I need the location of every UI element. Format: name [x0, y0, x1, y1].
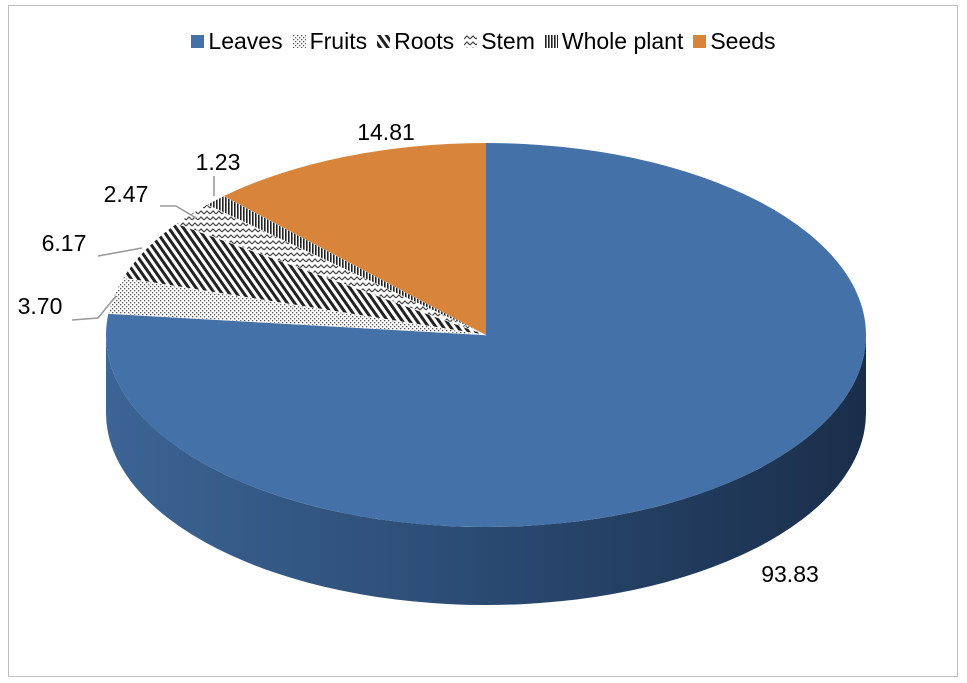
data-label-seeds: 14.81: [357, 119, 415, 145]
data-label-leaves: 93.83: [761, 561, 819, 587]
data-label-fruits: 3.70: [18, 293, 63, 319]
legend-item-fruits: Fruits: [292, 28, 368, 55]
data-label-stem: 2.47: [104, 181, 149, 207]
legend-swatch-seeds: [693, 35, 707, 48]
legend-swatch-whole-plant: [544, 35, 558, 48]
data-label-whole-plant: 1.23: [196, 149, 241, 175]
legend-swatch-leaves: [191, 35, 205, 48]
pie-side: [106, 335, 866, 605]
legend-item-seeds: Seeds: [693, 28, 776, 55]
pie-top: [106, 143, 867, 527]
leader-lines: [71, 176, 215, 321]
legend: Leaves Fruits Roots Stem Whole plant Seeds: [0, 28, 967, 55]
leader-line-fruits: [71, 295, 117, 321]
legend-label: Leaves: [208, 28, 283, 54]
pie-side-leaves: [106, 335, 866, 605]
data-labels: 93.83 3.70 6.17 2.47 1.23 14.81: [18, 119, 819, 587]
legend-swatch-stem: [464, 35, 478, 48]
legend-label: Fruits: [309, 28, 368, 54]
legend-label: Whole plant: [561, 28, 684, 54]
legend-swatch-roots: [377, 35, 391, 48]
pie-slice-seeds: [223, 143, 486, 335]
legend-item-stem: Stem: [464, 28, 535, 55]
legend-swatch-fruits: [292, 35, 306, 48]
legend-item-whole-plant: Whole plant: [544, 28, 684, 55]
legend-label: Stem: [481, 28, 535, 54]
leader-line-stem: [160, 205, 197, 219]
legend-item-roots: Roots: [377, 28, 454, 55]
data-label-roots: 6.17: [42, 230, 87, 256]
legend-label: Seeds: [710, 28, 776, 54]
legend-label: Roots: [394, 28, 455, 54]
pie-slice-whole-plant: [206, 195, 487, 336]
leader-line-roots: [97, 247, 143, 257]
legend-item-leaves: Leaves: [191, 28, 283, 55]
